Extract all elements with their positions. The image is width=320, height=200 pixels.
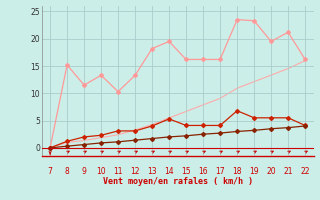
X-axis label: Vent moyen/en rafales ( km/h ): Vent moyen/en rafales ( km/h ) — [103, 178, 252, 186]
